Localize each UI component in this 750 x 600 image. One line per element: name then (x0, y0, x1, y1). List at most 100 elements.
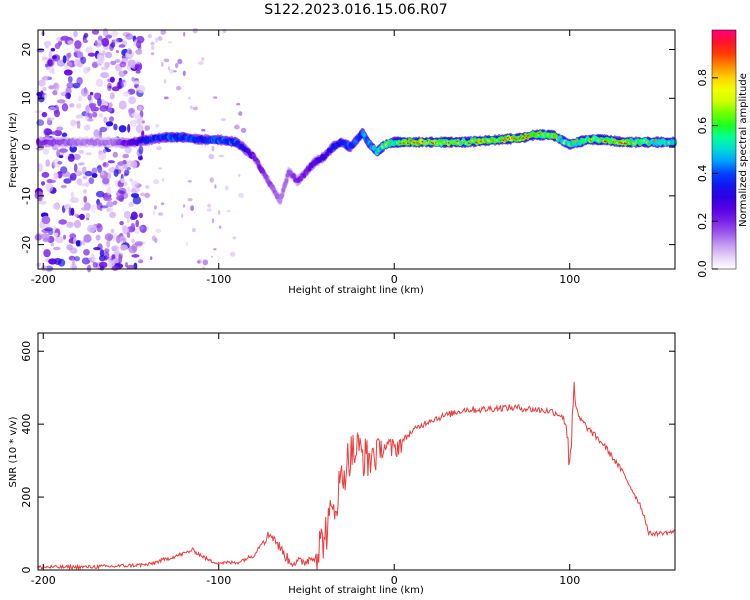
noise-blob (151, 235, 156, 242)
noise-blob (107, 160, 115, 164)
noise-blob (120, 178, 125, 184)
noise-blob (41, 215, 51, 225)
noise-blob (76, 178, 83, 186)
noise-blob (53, 129, 63, 137)
noise-blob (139, 212, 143, 219)
noise-blob (131, 180, 139, 188)
noise-blob (210, 255, 214, 258)
noise-blob (211, 217, 215, 224)
noise-blob (41, 181, 45, 186)
noise-blob (214, 184, 217, 189)
noise-blob (109, 211, 116, 219)
noise-blob (145, 185, 150, 189)
ridge-band (284, 178, 289, 184)
noise-blob (191, 227, 196, 233)
noise-blob (126, 48, 133, 55)
snr-panel: -200 -100 0 100 0 200 400 600 Height of straigh… (8, 332, 676, 596)
noise-blob (131, 77, 135, 82)
noise-blob (56, 149, 60, 158)
noise-blob (236, 103, 241, 106)
colorbar-tick-label: 0.8 (696, 69, 709, 87)
noise-blob (211, 145, 215, 152)
noise-blob (153, 179, 160, 185)
noise-blob (106, 201, 114, 208)
noise-blob (123, 173, 128, 177)
y-tick-label: -10 (20, 187, 33, 205)
noise-blob (135, 49, 143, 55)
noise-blob (41, 111, 48, 118)
noise-blob (109, 116, 114, 122)
noise-blob (93, 129, 100, 138)
noise-blob (97, 55, 105, 64)
noise-blob (52, 55, 57, 60)
noise-blob (54, 43, 61, 50)
noise-blob (55, 235, 64, 244)
x-tick-label: 100 (559, 574, 580, 587)
noise-blob (110, 228, 115, 234)
noise-blob (56, 126, 64, 131)
noise-blob (82, 39, 88, 43)
noise-blob (85, 46, 93, 54)
noise-blob (88, 103, 97, 107)
noise-blob (108, 102, 113, 108)
noise-blob (87, 224, 97, 233)
noise-blob (198, 61, 204, 65)
noise-blob (129, 178, 133, 182)
noise-blob (119, 221, 124, 226)
noise-blob (238, 111, 243, 116)
noise-blob (119, 235, 127, 244)
y-tick-label: 200 (20, 487, 33, 508)
noise-blob (138, 259, 144, 264)
noise-blob (103, 197, 113, 202)
noise-blob (85, 212, 91, 218)
noise-blob (63, 69, 73, 76)
noise-blob (95, 234, 101, 241)
noise-blob (136, 85, 146, 94)
noise-blob (230, 251, 236, 257)
noise-blob (138, 225, 145, 231)
noise-blob (42, 87, 47, 91)
noise-blob (131, 254, 140, 258)
noise-blob (61, 132, 68, 138)
noise-blob (110, 30, 119, 37)
noise-blob (130, 222, 136, 232)
noise-blob (92, 62, 98, 69)
noise-blob (197, 260, 201, 264)
noise-blob (73, 30, 78, 38)
noise-blob (54, 232, 59, 238)
colorbar-ticks: 0.0 0.2 0.4 0.6 0.8 (696, 69, 718, 278)
noise-blob (234, 124, 240, 130)
noise-blob (66, 82, 75, 89)
noise-blob (113, 38, 120, 44)
noise-blob (167, 66, 171, 71)
noise-blob (100, 72, 109, 79)
noise-blob (60, 184, 67, 189)
noise-blob (66, 62, 73, 67)
noise-blob (152, 210, 156, 216)
noise-blob (67, 154, 75, 162)
noise-blob (156, 146, 162, 151)
x-tick-label: 0 (391, 574, 398, 587)
noise-blob (158, 212, 164, 216)
spectrogram-frame (37, 29, 676, 270)
noise-blob (154, 37, 159, 43)
noise-blob (111, 254, 116, 260)
noise-blob (155, 124, 160, 128)
noise-blob (74, 256, 80, 262)
noise-blob (209, 177, 214, 183)
noise-blob (155, 228, 162, 233)
x-tick-label: -200 (31, 574, 56, 587)
noise-blob (92, 262, 98, 268)
noise-blob (87, 118, 94, 122)
noise-blob (138, 145, 144, 155)
noise-blob (41, 171, 50, 178)
noise-blob (113, 250, 121, 258)
noise-blob (102, 105, 107, 109)
noise-blob (69, 197, 79, 204)
y-tick-label: 0 (20, 567, 33, 574)
noise-blob (218, 225, 222, 229)
noise-blob (131, 243, 138, 252)
noise-blob (95, 190, 105, 198)
colorbar-tick-label: 0.6 (696, 117, 709, 135)
